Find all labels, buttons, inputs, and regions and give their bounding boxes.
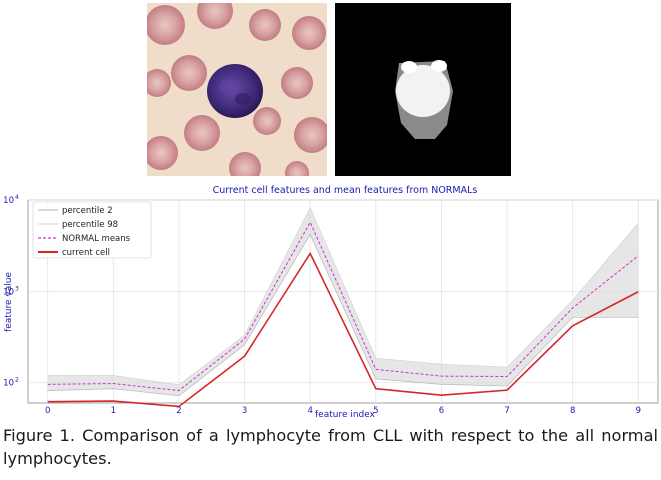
band-fill xyxy=(47,207,639,396)
series-line-3 xyxy=(47,251,639,408)
feature-line-chart: Current cell features and mean features … xyxy=(3,185,659,420)
legend-label-3: current cell xyxy=(62,248,110,258)
red-blood-cells xyxy=(147,3,327,176)
series-lines xyxy=(47,207,639,408)
chart-title: Current cell features and mean features … xyxy=(213,185,478,196)
x-tick-label-8: 8 xyxy=(570,406,575,416)
x-tick-label-7: 7 xyxy=(504,406,509,416)
series-line-0 xyxy=(47,233,639,397)
x-tick-label-6: 6 xyxy=(439,406,444,416)
segmentation-mask-image xyxy=(335,3,511,176)
series-line-1 xyxy=(47,207,639,386)
y-tick-exponent-0: 2 xyxy=(15,377,19,384)
x-tick-label-4: 4 xyxy=(307,406,312,416)
y-axis-label: feature value xyxy=(4,272,14,332)
mask-inner xyxy=(396,65,450,117)
x-tick-label-5: 5 xyxy=(373,406,378,416)
legend-label-1: percentile 98 xyxy=(62,220,118,230)
y-tick-label-1: 10 xyxy=(3,287,14,297)
blood-smear-image xyxy=(147,3,327,176)
x-tick-label-3: 3 xyxy=(242,406,247,416)
y-tick-label-0: 10 xyxy=(3,379,14,389)
caption-line-2: lymphocytes. xyxy=(3,449,112,468)
x-tick-labels: 0 1 2 3 4 5 6 7 8 9 xyxy=(45,406,641,416)
y-tick-exponent-1: 3 xyxy=(15,285,19,292)
caption-line-1: Figure 1. Comparison of a lymphocyte fro… xyxy=(3,426,658,445)
x-tick-label-1: 1 xyxy=(111,406,116,416)
y-tick-label-2: 10 xyxy=(3,196,14,206)
y-tick-exponent-2: 4 xyxy=(15,194,19,201)
x-tick-label-9: 9 xyxy=(636,406,641,416)
x-tick-label-2: 2 xyxy=(176,406,181,416)
x-tick-label-0: 0 xyxy=(45,406,50,416)
figure-caption: Figure 1. Comparison of a lymphocyte fro… xyxy=(3,424,658,470)
legend-label-0: percentile 2 xyxy=(62,206,113,216)
legend: percentile 2 percentile 98 NORMAL means cur… xyxy=(32,201,152,259)
x-axis-label: feature index xyxy=(315,410,376,420)
legend-label-2: NORMAL means xyxy=(62,234,131,244)
percentile-band xyxy=(47,207,639,396)
legend-box xyxy=(32,201,152,259)
